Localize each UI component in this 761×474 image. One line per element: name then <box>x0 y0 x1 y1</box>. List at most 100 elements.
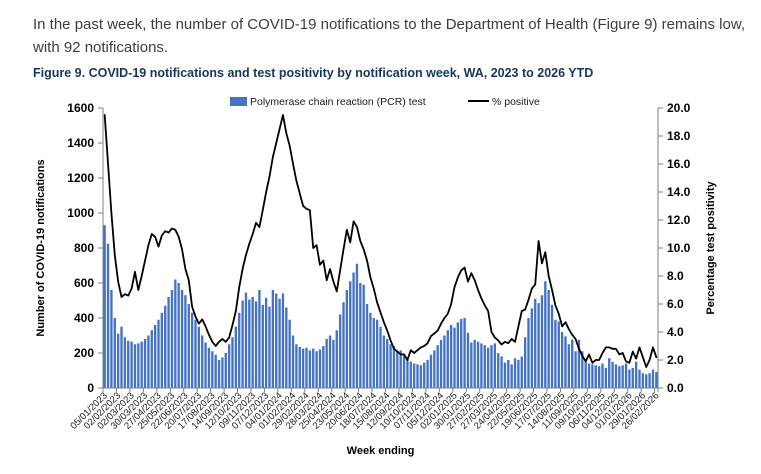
right-axis-tick-label: 18.0 <box>667 129 691 143</box>
pcr-bar <box>379 326 382 388</box>
pcr-bar <box>315 351 318 388</box>
right-axis-tick-label: 2.0 <box>667 353 684 367</box>
pcr-bar <box>634 361 638 388</box>
pcr-bar <box>167 297 170 388</box>
pcr-bar <box>120 326 123 388</box>
pcr-bar <box>554 319 557 388</box>
pcr-bar <box>611 361 614 388</box>
pcr-bar <box>224 353 227 388</box>
pcr-bar <box>571 339 574 389</box>
pcr-bar <box>160 312 164 388</box>
pcr-bar <box>449 325 453 388</box>
pcr-bar <box>140 341 143 389</box>
pcr-bar <box>581 351 584 388</box>
pcr-bar <box>197 326 201 388</box>
pcr-bar <box>493 343 497 389</box>
pcr-bar <box>133 344 137 388</box>
pcr-bar <box>157 319 160 388</box>
pcr-bar <box>423 362 426 389</box>
pcr-bar <box>251 297 254 388</box>
pcr-bar <box>456 322 460 389</box>
pcr-bar <box>295 344 298 388</box>
pcr-bar <box>190 312 194 388</box>
pcr-bar <box>591 364 594 389</box>
pcr-bar <box>645 374 648 388</box>
pcr-bar <box>386 339 389 388</box>
pcr-bar <box>608 358 611 388</box>
pcr-bar <box>278 298 281 388</box>
legend-bar-swatch <box>230 97 247 106</box>
right-axis-tick-label: 16.0 <box>667 157 691 171</box>
pcr-bar <box>577 339 581 389</box>
pcr-bar <box>325 339 328 388</box>
pcr-bar <box>587 363 591 388</box>
pcr-bar <box>332 339 335 389</box>
pcr-bar <box>416 364 419 389</box>
pcr-bar <box>476 341 480 389</box>
legend-bar-label: Polymerase chain reaction (PCR) test <box>250 96 426 108</box>
pcr-bar <box>382 335 386 388</box>
pcr-bar <box>187 304 190 388</box>
pcr-bar <box>312 348 315 389</box>
left-axis-title: Number of COVID-19 notifications <box>35 159 47 336</box>
pcr-bar <box>318 349 322 388</box>
pcr-bar <box>651 369 655 389</box>
pcr-bar <box>281 293 285 388</box>
pcr-bar <box>372 318 375 388</box>
pcr-bar <box>214 354 217 388</box>
pcr-bar <box>207 347 211 388</box>
pcr-bar <box>530 308 534 389</box>
pcr-bar <box>537 303 540 389</box>
pcr-bar <box>147 335 150 388</box>
pcr-bar <box>301 348 305 389</box>
pcr-bar <box>184 295 187 388</box>
pcr-bar <box>254 301 258 389</box>
pcr-bar <box>389 344 392 388</box>
pcr-bar <box>130 341 133 389</box>
pcr-bar <box>238 312 241 388</box>
pcr-bar <box>164 305 167 388</box>
pcr-bar <box>503 362 507 389</box>
right-axis-tick-label: 12.0 <box>667 213 691 227</box>
pcr-bar <box>194 319 197 388</box>
pcr-bar <box>584 360 587 389</box>
pcr-bar <box>473 339 476 389</box>
left-axis-tick-label: 800 <box>74 241 94 255</box>
left-axis-tick-label: 400 <box>74 311 94 325</box>
pcr-bar <box>631 367 634 389</box>
covid-notifications-positivity-chart: 0 200 400 600 800 1000 1200 1400 1600 0.0 2.0 4.0 6.… <box>35 96 717 457</box>
pcr-bar <box>510 364 513 389</box>
pcr-bar <box>322 346 325 388</box>
left-axis-tick-label: 1600 <box>67 101 94 115</box>
pcr-bar <box>486 347 490 388</box>
pcr-bar <box>174 279 177 388</box>
pcr-bar <box>621 365 624 388</box>
pcr-bar <box>597 366 601 389</box>
pcr-bar <box>433 350 436 389</box>
pcr-bar <box>540 295 544 388</box>
right-axis-tick-label: 10.0 <box>667 241 691 255</box>
pcr-bar <box>500 356 503 388</box>
pcr-bar <box>153 325 157 388</box>
left-axis-tick-label: 200 <box>74 346 94 360</box>
pcr-bar <box>436 345 439 389</box>
pcr-bar <box>453 327 456 389</box>
pcr-bar <box>547 290 550 388</box>
pcr-bar <box>369 312 372 388</box>
pcr-bar <box>217 360 221 388</box>
pcr-bar <box>338 314 342 388</box>
pcr-bar <box>628 369 631 389</box>
pcr-bar <box>349 281 352 388</box>
pcr-bar <box>106 243 110 389</box>
left-axis-tick-label: 1000 <box>67 206 94 220</box>
pcr-bar <box>359 283 362 388</box>
pcr-bar <box>268 306 271 389</box>
left-axis-tick-label: 1400 <box>67 136 94 150</box>
legend-line-label: % positive <box>492 96 540 108</box>
pcr-bar <box>264 297 268 389</box>
pcr-bar <box>244 292 248 389</box>
right-axis-tick-label: 0.0 <box>667 381 684 395</box>
pcr-bar <box>614 364 618 389</box>
pcr-bar <box>335 330 338 388</box>
pcr-bar <box>180 290 184 388</box>
